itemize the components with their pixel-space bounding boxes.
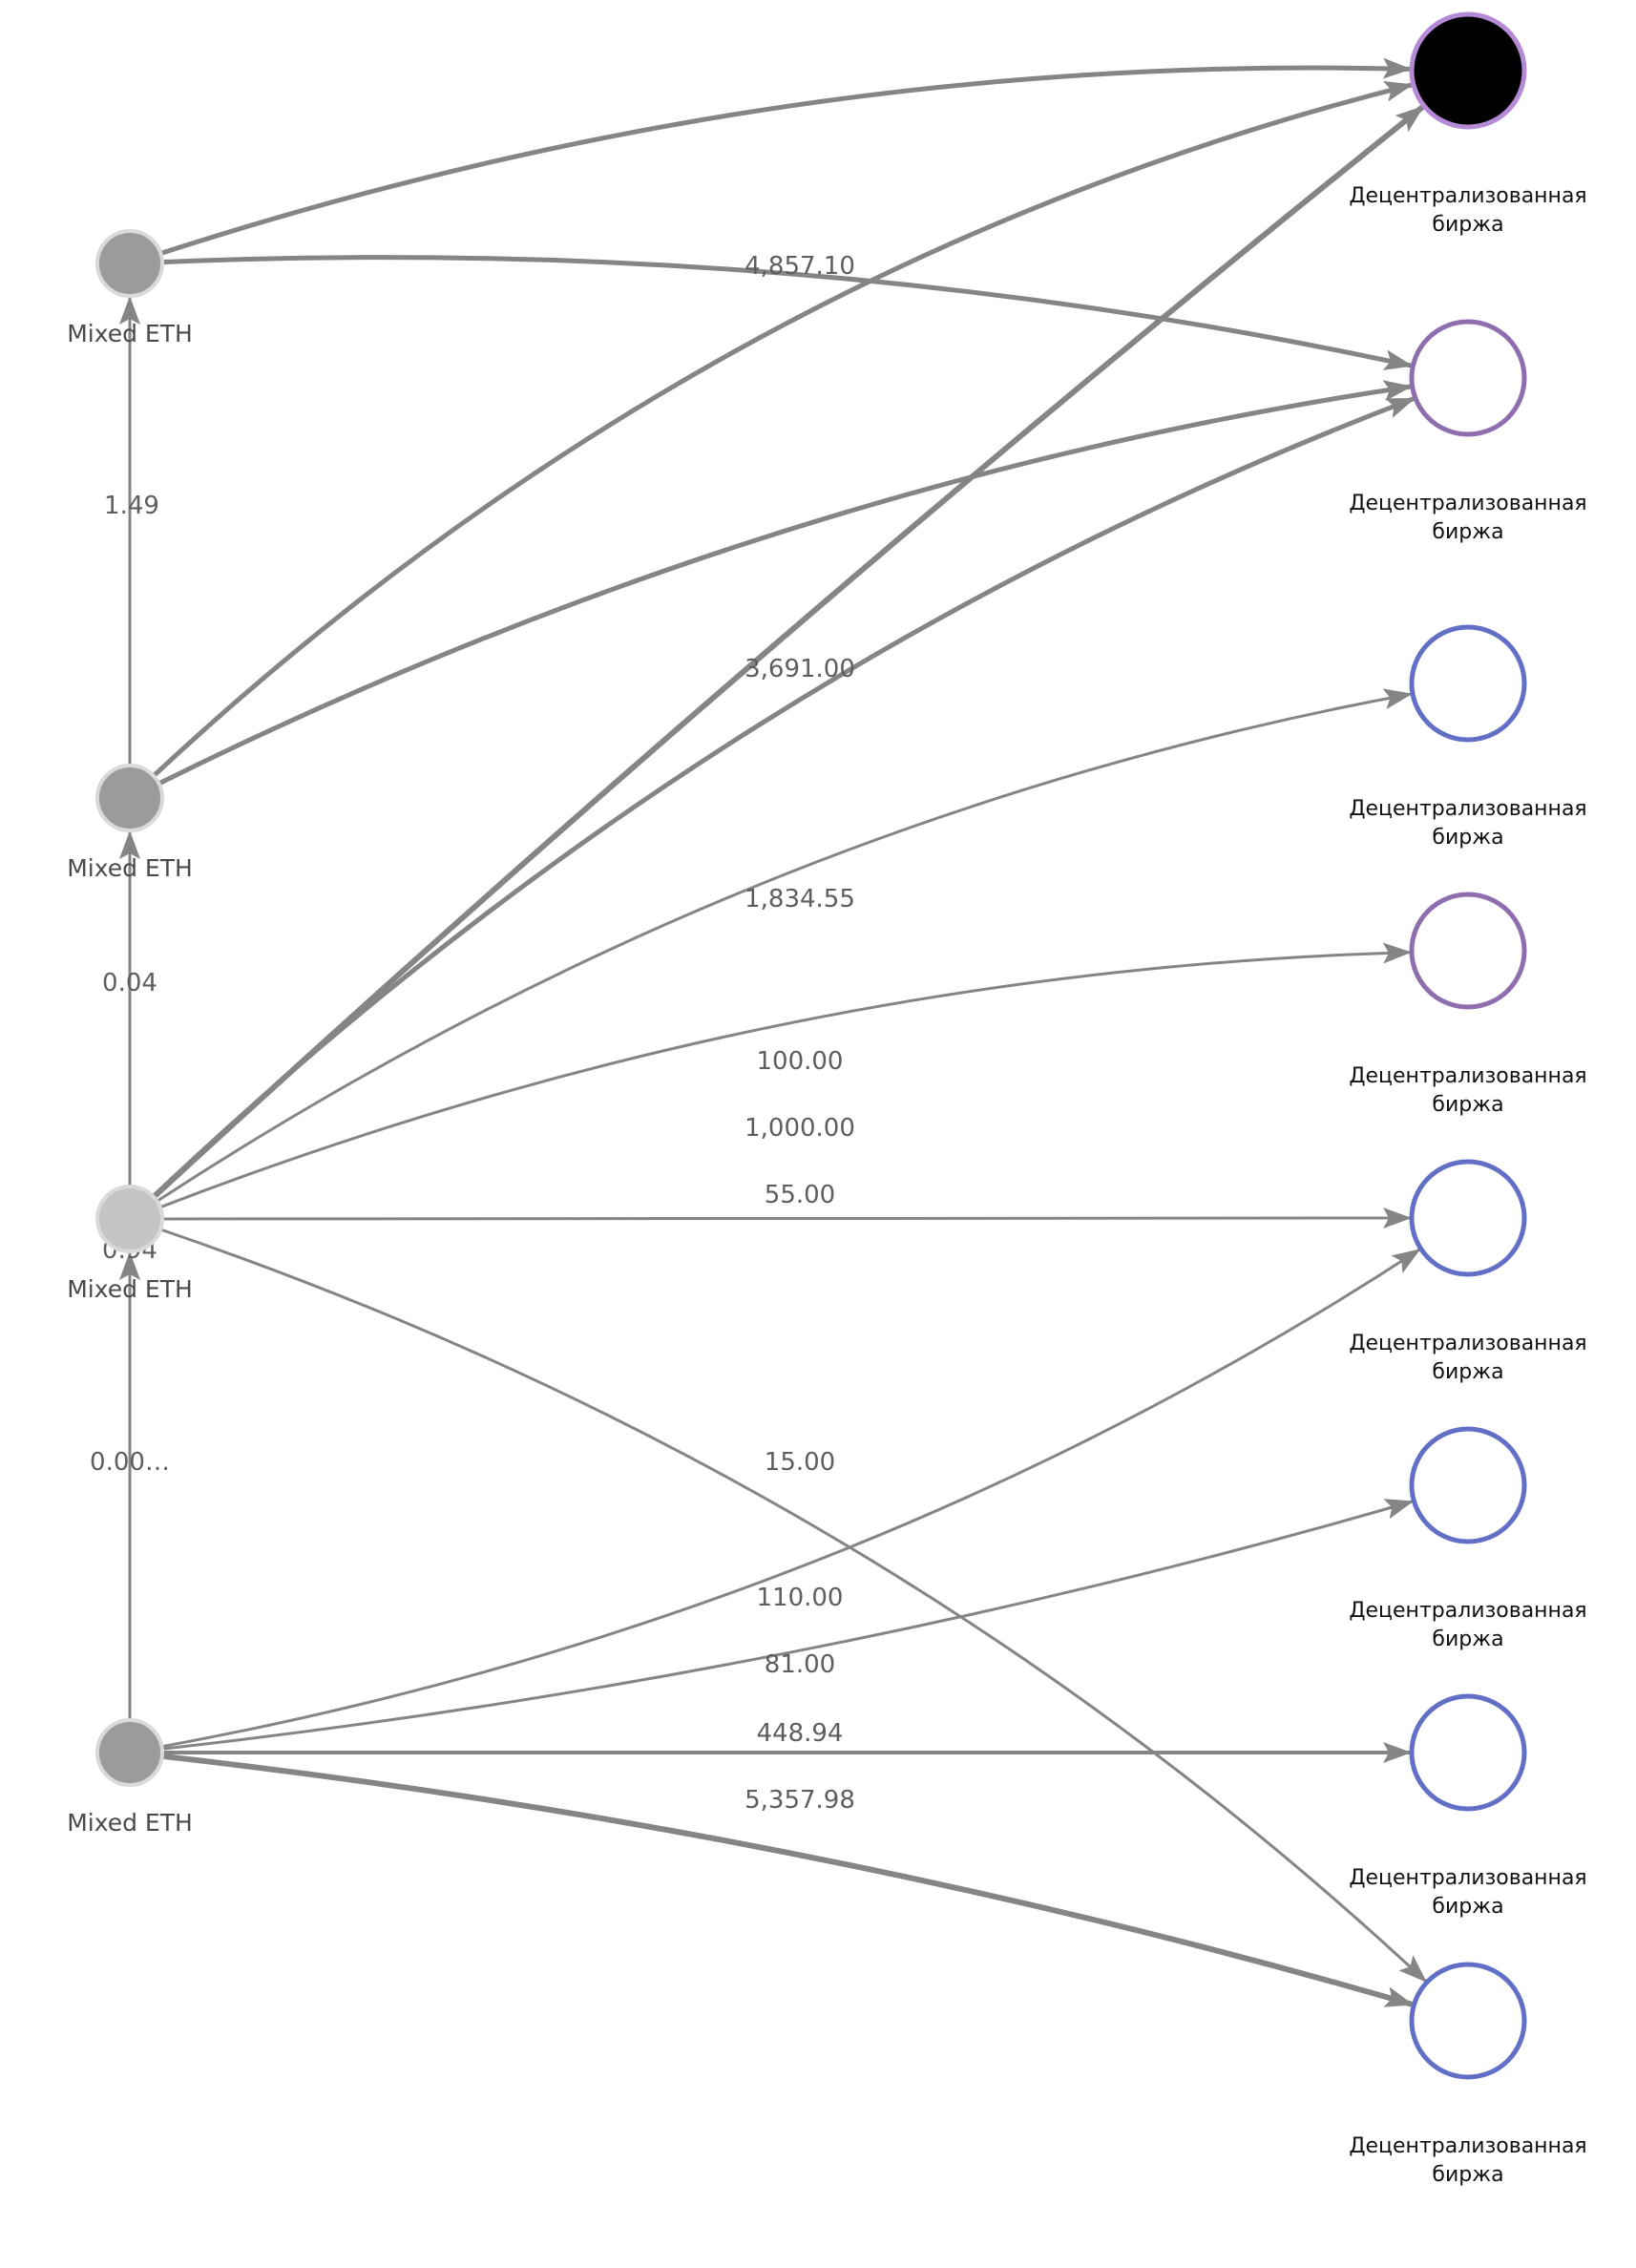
exchange-node-label-line2: биржа bbox=[1432, 1628, 1503, 1651]
edge-label: 5,357.98 bbox=[745, 1786, 855, 1815]
edge-s3-t3 bbox=[156, 688, 1413, 1203]
exchange-node-label-line1: Децентрализованная bbox=[1349, 492, 1586, 515]
source-node[interactable]: Mixed ETH bbox=[67, 1718, 193, 1837]
exchange-node[interactable]: Децентрализованная биржа bbox=[1349, 319, 1587, 544]
nodes-layer: Mixed ETH Mixed ETH Mixed ETH Mixed ETH Деце… bbox=[67, 11, 1587, 2187]
exchange-node[interactable]: Децентрализованная биржа bbox=[1349, 1159, 1587, 1384]
exchange-node[interactable]: Децентрализованная биржа bbox=[1349, 624, 1587, 850]
edge-label: 3,691.00 bbox=[745, 655, 855, 683]
exchange-node[interactable]: Децентрализованная биржа bbox=[1349, 892, 1587, 1117]
edge-s3-t4 bbox=[158, 942, 1412, 1209]
edge-label: 1.49 bbox=[104, 492, 159, 520]
edge-s1-t1 bbox=[157, 57, 1413, 256]
exchange-node-label-line2: биржа bbox=[1432, 1360, 1503, 1384]
source-node-label: Mixed ETH bbox=[67, 1275, 193, 1303]
exchange-node-circle[interactable] bbox=[1409, 319, 1527, 437]
edge-s4-t5 bbox=[159, 1248, 1421, 1749]
exchange-node-label-line2: биржа bbox=[1432, 213, 1503, 237]
exchange-node-label-line1: Децентрализованная bbox=[1349, 1332, 1586, 1355]
edges-layer bbox=[119, 57, 1427, 2007]
exchange-node[interactable]: Децентрализованная биржа bbox=[1349, 11, 1587, 237]
source-node-circle[interactable] bbox=[95, 229, 164, 298]
exchange-node-circle[interactable] bbox=[1409, 1693, 1527, 1812]
edge-label: 0.04 bbox=[102, 969, 157, 998]
exchange-node-circle[interactable] bbox=[1409, 11, 1527, 130]
exchange-node-label-line2: биржа bbox=[1432, 826, 1503, 850]
edge-s1-t2 bbox=[159, 255, 1414, 370]
source-node[interactable]: Mixed ETH bbox=[67, 1185, 193, 1303]
exchange-node-label-line1: Децентрализованная bbox=[1349, 184, 1586, 208]
edge-s2-t1 bbox=[151, 81, 1415, 779]
source-node-circle[interactable] bbox=[95, 1185, 164, 1253]
exchange-node-circle[interactable] bbox=[1409, 624, 1527, 743]
edge-s3-t8 bbox=[158, 1228, 1427, 1983]
edge-s4-t6 bbox=[160, 1499, 1415, 1751]
exchange-node[interactable]: Децентрализованная биржа bbox=[1349, 1693, 1587, 1919]
exchange-node-label-line1: Децентрализованная bbox=[1349, 2134, 1586, 2158]
edge-s3-t2 bbox=[151, 396, 1416, 1200]
edge-label: 110.00 bbox=[757, 1584, 844, 1612]
exchange-node-circle[interactable] bbox=[1409, 1426, 1527, 1544]
source-node-label: Mixed ETH bbox=[67, 1809, 193, 1837]
edge-label: 100.00 bbox=[757, 1047, 844, 1076]
edge-label: 81.00 bbox=[765, 1650, 835, 1679]
source-node-label: Mixed ETH bbox=[67, 854, 193, 882]
edge-label: 55.00 bbox=[765, 1181, 835, 1209]
exchange-node-label-line1: Децентрализованная bbox=[1349, 1866, 1586, 1890]
exchange-node-label-line2: биржа bbox=[1432, 520, 1503, 544]
exchange-node-label-line1: Децентрализованная bbox=[1349, 797, 1586, 821]
source-node[interactable]: Mixed ETH bbox=[67, 229, 193, 347]
edge-label: 1,834.55 bbox=[745, 885, 855, 914]
source-node-label: Mixed ETH bbox=[67, 320, 193, 347]
edge-label: 448.94 bbox=[757, 1719, 844, 1748]
exchange-node-circle[interactable] bbox=[1409, 1962, 1527, 2080]
exchange-node-circle[interactable] bbox=[1409, 892, 1527, 1010]
exchange-node-label-line2: биржа bbox=[1432, 1895, 1503, 1919]
edge-s2-t2 bbox=[157, 380, 1414, 787]
edge-label: 0.00… bbox=[90, 1448, 170, 1477]
exchange-node[interactable]: Децентрализованная биржа bbox=[1349, 1962, 1587, 2187]
exchange-node[interactable]: Децентрализованная биржа bbox=[1349, 1426, 1587, 1651]
edge-s3-t5 bbox=[160, 1208, 1412, 1229]
source-node-circle[interactable] bbox=[95, 764, 164, 832]
source-node-circle[interactable] bbox=[95, 1718, 164, 1787]
exchange-node-circle[interactable] bbox=[1409, 1159, 1527, 1277]
edge-label: 15.00 bbox=[765, 1448, 835, 1477]
source-node[interactable]: Mixed ETH bbox=[67, 764, 193, 882]
edge-label: 4,857.10 bbox=[745, 252, 855, 281]
edge-label: 1,000.00 bbox=[745, 1114, 855, 1143]
exchange-node-label-line2: биржа bbox=[1432, 2163, 1503, 2187]
exchange-node-label-line2: биржа bbox=[1432, 1093, 1503, 1117]
edge-labels-layer: 4,857.10 1.49 3,691.00 0.04 1,834.55 100.00 1,… bbox=[90, 252, 855, 1815]
exchange-node-label-line1: Децентрализованная bbox=[1349, 1064, 1586, 1088]
edge-s4-t8 bbox=[158, 1753, 1416, 2007]
exchange-node-label-line1: Децентрализованная bbox=[1349, 1599, 1586, 1623]
